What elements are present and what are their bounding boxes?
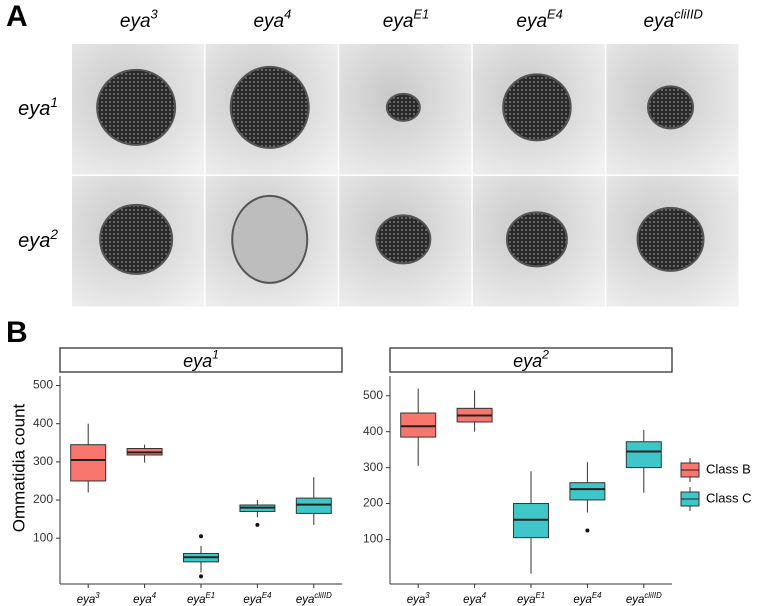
column-label: eya3 xyxy=(120,7,159,32)
column-label-base: eya xyxy=(120,11,151,32)
x-tick-label-sup: E1 xyxy=(205,591,215,600)
photo-eye xyxy=(375,214,432,265)
outlier xyxy=(585,528,590,533)
panel-label: A xyxy=(6,0,28,33)
x-tick-label-sup: E4 xyxy=(592,591,602,600)
photo-eye xyxy=(647,85,695,130)
photo-grid xyxy=(72,44,739,307)
photo-eye xyxy=(385,92,421,122)
column-label-sup: E1 xyxy=(413,7,429,22)
photo-eye xyxy=(229,65,310,149)
x-tick-label-sup: cliIID xyxy=(644,591,662,600)
x-tick-label-base: eya xyxy=(517,594,536,606)
outlier xyxy=(199,534,203,539)
outlier xyxy=(255,522,260,527)
x-tick-label-sup: 3 xyxy=(425,591,430,600)
x-tick-label-sup: E4 xyxy=(262,591,272,600)
row-label-sup: 1 xyxy=(50,95,58,110)
column-label-sup: 3 xyxy=(151,7,159,22)
photo-eye xyxy=(636,206,705,272)
legend-label: Class B xyxy=(706,461,751,476)
x-tick-label: eyaE1 xyxy=(187,591,215,606)
box xyxy=(625,441,662,469)
facet-title: eya1 xyxy=(183,348,219,371)
photo-eye xyxy=(96,68,177,146)
row-label-base: eya xyxy=(18,98,50,120)
outlier xyxy=(199,574,203,579)
photo-eye xyxy=(502,73,572,142)
row-label: eya1 xyxy=(18,95,58,121)
facet-title: eya2 xyxy=(513,348,549,371)
column-label-sup: E4 xyxy=(547,7,563,22)
x-tick-label-sup: 4 xyxy=(482,591,487,600)
row-label: eya2 xyxy=(18,227,58,253)
x-tick-label: eya4 xyxy=(133,591,157,606)
box xyxy=(70,444,107,482)
x-tick-label-base: eya xyxy=(407,594,426,606)
y-tick-label: 500 xyxy=(33,378,53,392)
row-label-sup: 2 xyxy=(49,227,58,242)
column-label: eyaE1 xyxy=(383,7,429,32)
x-tick-label-base: eya xyxy=(463,594,482,606)
x-tick-label: eyacliIID xyxy=(626,591,662,606)
x-tick-label-sup: E1 xyxy=(535,591,545,600)
x-tick-label-base: eya xyxy=(133,594,152,606)
photo-eye xyxy=(231,194,309,284)
y-axis-label: Ommatidia count xyxy=(9,403,28,532)
row-label-base: eya xyxy=(18,230,50,252)
y-tick-label: 200 xyxy=(363,496,383,510)
facet-strip xyxy=(59,347,343,373)
column-label-base: eya xyxy=(516,11,547,32)
y-tick-label: 500 xyxy=(363,388,383,402)
column-label: eyaE4 xyxy=(516,7,562,32)
x-tick-label-base: eya xyxy=(187,594,206,606)
x-tick-label-base: eya xyxy=(77,594,96,606)
y-tick-label: 400 xyxy=(33,416,53,430)
x-tick-label: eya4 xyxy=(463,591,487,606)
x-tick-label-sup: 3 xyxy=(95,591,100,600)
column-label-sup: cliIID xyxy=(674,7,703,22)
facet-strip xyxy=(389,347,673,373)
x-tick-label-sup: cliIID xyxy=(314,591,332,600)
y-tick-label: 400 xyxy=(363,424,383,438)
x-tick-label: eya3 xyxy=(407,591,431,606)
panel-label: B xyxy=(6,316,28,349)
box xyxy=(295,497,332,514)
x-tick-label-base: eya xyxy=(626,594,645,606)
column-label-base: eya xyxy=(644,11,675,32)
column-label: eyacliIID xyxy=(644,7,703,32)
y-tick-label: 300 xyxy=(363,460,383,474)
x-tick-label: eyacliIID xyxy=(296,591,332,606)
facet-title-sup: 2 xyxy=(541,348,549,362)
y-tick-label: 300 xyxy=(33,454,53,468)
column-label-base: eya xyxy=(253,11,284,32)
x-tick-label: eyaE4 xyxy=(573,591,602,606)
photo-eye xyxy=(99,203,174,275)
x-tick-label-base: eya xyxy=(573,594,592,606)
y-tick-label: 100 xyxy=(33,530,53,544)
column-label: eya4 xyxy=(253,7,291,32)
x-tick-label-base: eya xyxy=(243,594,262,606)
x-tick-label: eyaE1 xyxy=(517,591,545,606)
y-tick-label: 200 xyxy=(33,492,53,506)
box xyxy=(569,482,606,501)
facet-title-base: eya xyxy=(183,351,212,371)
x-tick-label-base: eya xyxy=(296,594,315,606)
legend-label: Class C xyxy=(706,490,752,505)
facet-title-sup: 1 xyxy=(212,348,219,362)
x-tick-label: eyaE4 xyxy=(243,591,272,606)
x-tick-label: eya3 xyxy=(77,591,101,606)
y-tick-label: 100 xyxy=(363,532,383,546)
facet-title-base: eya xyxy=(513,351,542,371)
column-label-base: eya xyxy=(383,11,414,32)
photo-eye xyxy=(505,211,568,268)
column-label-sup: 4 xyxy=(284,7,291,22)
x-tick-label-sup: 4 xyxy=(152,591,157,600)
box xyxy=(400,412,437,438)
